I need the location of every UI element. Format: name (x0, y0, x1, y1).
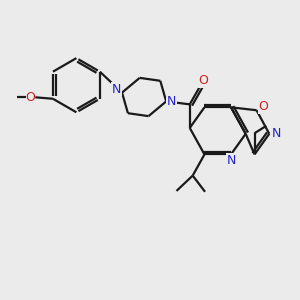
Text: N: N (167, 95, 176, 108)
Text: O: O (258, 100, 268, 113)
Text: N: N (272, 127, 281, 140)
Text: O: O (199, 74, 208, 87)
Text: N: N (227, 154, 236, 167)
Text: O: O (25, 91, 35, 104)
Text: N: N (112, 82, 122, 95)
